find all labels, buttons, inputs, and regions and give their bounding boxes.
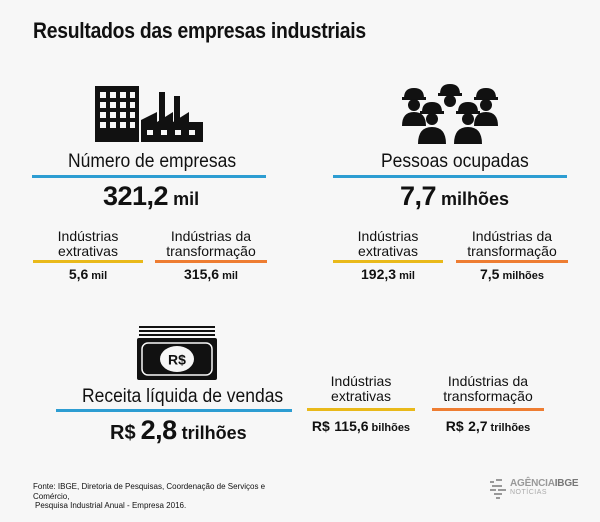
empresas-label: Número de empresas [68, 151, 237, 172]
receita-prefix: R$ [110, 422, 136, 444]
receita-extrativas-bar [307, 408, 415, 411]
pessoas-transformacao-value: 7,5 milhões [479, 266, 545, 282]
empresas-unit: mil [173, 189, 200, 209]
source-footnote: Fonte: IBGE, Diretoria de Pesquisas, Coo… [33, 482, 266, 510]
pessoas-extrativas-label: Indústrias extrativas [357, 228, 419, 259]
pessoas-value: 7,7 milhões [400, 181, 509, 212]
empresas-transformacao-label: Indústrias da transformação [166, 228, 256, 259]
receita-number: 2,8 [140, 415, 178, 445]
empresas-extrativas-label: Indústrias extrativas [57, 228, 119, 259]
pessoas-label: Pessoas ocupadas [381, 151, 529, 172]
receita-bar [56, 409, 292, 412]
empresas-transformacao-value: 315,6 mil [184, 266, 238, 282]
pessoas-transformacao-bar [456, 260, 568, 263]
pessoas-transformacao-label: Indústrias da transformação [467, 228, 557, 259]
money-icon: R$ [137, 326, 217, 380]
empresas-number: 321,2 [103, 181, 169, 211]
empresas-value: 321,2 mil [103, 181, 199, 212]
empresas-transformacao-bar [155, 260, 267, 263]
receita-extrativas-value: R$ 115,6 bilhões [311, 418, 411, 434]
receita-extrativas-label: Indústrias extrativas [330, 373, 392, 404]
receita-transformacao-label: Indústrias da transformação [443, 373, 533, 404]
receita-transformacao-bar [432, 408, 544, 411]
receita-unit: trilhões [181, 423, 247, 443]
page-title: Resultados das empresas industriais [33, 18, 366, 43]
empresas-extrativas-bar [33, 260, 143, 263]
factory-icon [95, 86, 203, 142]
receita-transformacao-value: R$ 2,7 trilhões [445, 418, 531, 434]
pessoas-number: 7,7 [400, 181, 437, 211]
ibge-logo-icon [490, 479, 506, 499]
receita-value: R$ 2,8 trilhões [110, 415, 247, 446]
empresas-bar [32, 175, 266, 178]
pessoas-extrativas-value: 192,3 mil [361, 266, 415, 282]
pessoas-bar [333, 175, 567, 178]
empresas-extrativas-value: 5,6 mil [68, 266, 108, 282]
pessoas-unit: milhões [441, 189, 510, 209]
pessoas-extrativas-bar [333, 260, 443, 263]
receita-label: Receita líquida de vendas [82, 386, 284, 407]
money-icon-text: R$ [168, 352, 186, 368]
workers-icon [402, 84, 498, 144]
